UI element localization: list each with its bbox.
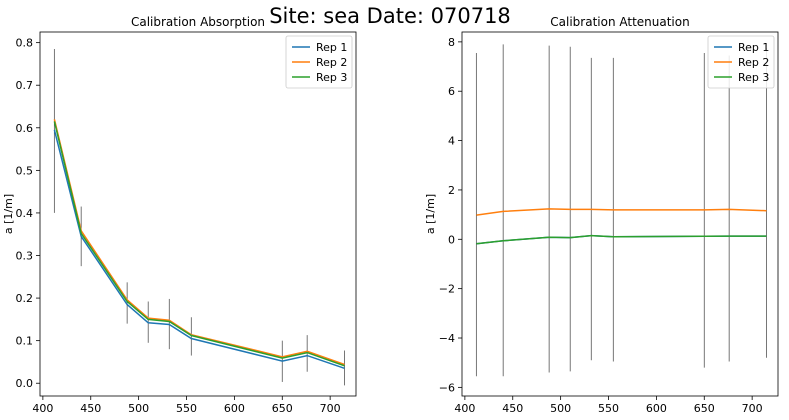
x-tick-label: 400	[454, 402, 475, 415]
y-tick-label: 0.3	[16, 250, 34, 263]
y-axis-label: a [1/m]	[424, 194, 437, 234]
x-tick-label: 400	[32, 402, 53, 415]
legend-box	[707, 35, 775, 89]
x-tick-label: 600	[224, 402, 245, 415]
y-tick-label: 4	[448, 135, 455, 148]
x-tick-label: 700	[742, 402, 763, 415]
x-tick-label: 450	[502, 402, 523, 415]
y-tick-label: 0.1	[16, 335, 34, 348]
y-tick-label: −6	[439, 381, 455, 394]
y-tick-label: 0.8	[16, 37, 34, 50]
legend-box	[285, 35, 353, 89]
y-tick-label: 2	[448, 184, 455, 197]
axes-title: Calibration Absorption	[131, 15, 265, 29]
legend-label: Rep 1	[316, 41, 347, 54]
y-tick-label: 0.6	[16, 122, 34, 135]
x-tick-label: 650	[694, 402, 715, 415]
legend-label: Rep 3	[316, 71, 347, 84]
y-tick-label: −2	[439, 283, 455, 296]
x-tick-label: 650	[272, 402, 293, 415]
series-line-rep-2	[476, 208, 767, 216]
legend: Rep 1 Rep 2 Rep 3	[707, 35, 775, 89]
legend-label: Rep 2	[316, 56, 347, 69]
y-tick-label: 8	[448, 36, 455, 49]
x-tick-label: 500	[550, 402, 571, 415]
axes-title: Calibration Attenuation	[550, 15, 689, 29]
y-axis-label: a [1/m]	[2, 194, 15, 234]
axes-frame	[39, 31, 357, 397]
legend-label: Rep 3	[738, 71, 769, 84]
y-tick-label: 0.2	[16, 292, 34, 305]
attenuation-axes: Calibration Attenuation a [1/m] 400 450 500 5…	[424, 15, 779, 415]
figure-suptitle: Site: sea Date: 070718	[269, 4, 511, 28]
x-tick-label: 450	[80, 402, 101, 415]
legend: Rep 1 Rep 2 Rep 3	[285, 35, 353, 89]
legend-label: Rep 2	[738, 56, 769, 69]
y-tick-label: 0	[448, 233, 455, 246]
y-tick-label: 0.7	[16, 79, 34, 92]
y-tick-label: 0.0	[16, 377, 34, 390]
y-tick-label: 6	[448, 85, 455, 98]
legend-label: Rep 1	[738, 41, 769, 54]
x-tick-label: 550	[598, 402, 619, 415]
series-line-rep-3	[476, 234, 767, 245]
x-tick-label: 700	[320, 402, 341, 415]
axes-frame	[461, 31, 779, 397]
absorption-axes: Calibration Absorption a [1/m] 400 450 500 55…	[2, 15, 357, 415]
y-tick-label: 0.4	[16, 207, 34, 220]
x-tick-label: 550	[176, 402, 197, 415]
x-tick-label: 500	[128, 402, 149, 415]
y-tick-label: 0.5	[16, 164, 34, 177]
series-line-rep-1	[53, 129, 345, 370]
series-line-rep-3	[53, 121, 345, 367]
y-tick-label: −4	[439, 332, 455, 345]
x-tick-label: 600	[646, 402, 667, 415]
series-line-rep-2	[53, 119, 345, 366]
